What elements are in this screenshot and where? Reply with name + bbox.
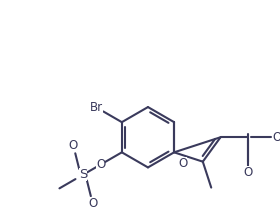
Text: O: O — [178, 157, 187, 170]
Text: O: O — [96, 159, 105, 171]
Text: Br: Br — [90, 101, 103, 114]
Text: O: O — [243, 166, 253, 179]
Text: O: O — [88, 197, 97, 210]
Text: O: O — [69, 139, 78, 152]
Text: S: S — [79, 168, 87, 181]
Text: O: O — [272, 131, 280, 144]
